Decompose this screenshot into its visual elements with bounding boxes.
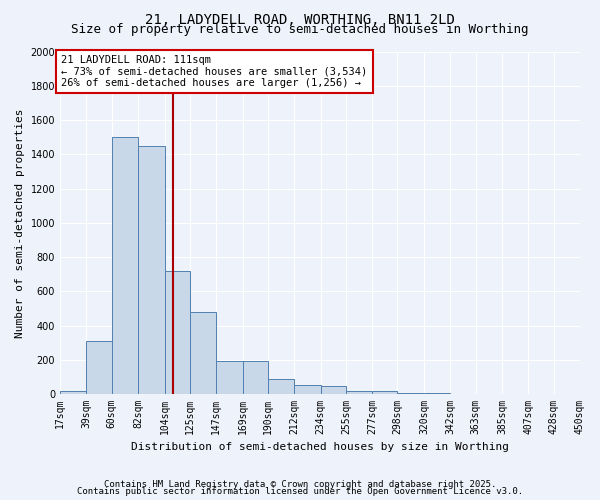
- X-axis label: Distribution of semi-detached houses by size in Worthing: Distribution of semi-detached houses by …: [131, 442, 509, 452]
- Bar: [320, 386, 346, 394]
- Text: Contains HM Land Registry data © Crown copyright and database right 2025.: Contains HM Land Registry data © Crown c…: [104, 480, 496, 489]
- Bar: [60, 390, 86, 394]
- Bar: [86, 341, 112, 394]
- Bar: [268, 378, 294, 394]
- Bar: [112, 137, 138, 394]
- Text: 21, LADYDELL ROAD, WORTHING, BN11 2LD: 21, LADYDELL ROAD, WORTHING, BN11 2LD: [145, 12, 455, 26]
- Bar: [397, 393, 424, 394]
- Text: Contains public sector information licensed under the Open Government Licence v3: Contains public sector information licen…: [77, 487, 523, 496]
- Text: Size of property relative to semi-detached houses in Worthing: Size of property relative to semi-detach…: [71, 22, 529, 36]
- Bar: [346, 390, 372, 394]
- Bar: [190, 312, 216, 394]
- Bar: [372, 390, 397, 394]
- Y-axis label: Number of semi-detached properties: Number of semi-detached properties: [15, 108, 25, 338]
- Text: 21 LADYDELL ROAD: 111sqm
← 73% of semi-detached houses are smaller (3,534)
26% o: 21 LADYDELL ROAD: 111sqm ← 73% of semi-d…: [61, 55, 367, 88]
- Bar: [138, 146, 164, 394]
- Bar: [216, 360, 242, 394]
- Bar: [294, 386, 320, 394]
- Bar: [242, 360, 268, 394]
- Bar: [424, 393, 451, 394]
- Bar: [164, 270, 190, 394]
